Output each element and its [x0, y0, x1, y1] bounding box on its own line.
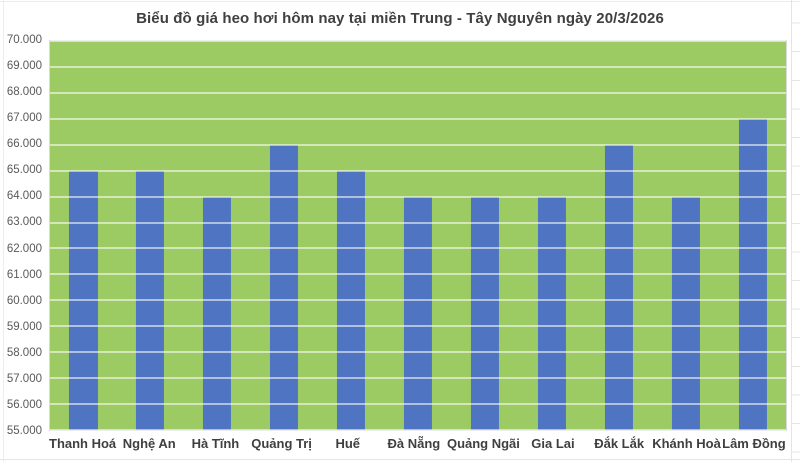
y-tick-label-66000: 66.000 — [6, 138, 42, 151]
bar-cell-6 — [451, 41, 518, 430]
x-label-6: Quảng Ngãi — [446, 436, 520, 451]
bar-cell-7 — [518, 41, 585, 430]
bar-cell-4 — [318, 41, 385, 430]
bar-7[interactable] — [537, 196, 566, 430]
x-label-9: Khánh Hoà — [652, 436, 721, 451]
x-label-10: Lâm Đồng — [722, 436, 786, 451]
y-tick-label-67000: 67.000 — [6, 112, 42, 125]
y-tick-label-55000: 55.000 — [6, 425, 42, 437]
x-label-1: Nghệ An — [122, 436, 176, 451]
bar-cell-9 — [652, 41, 719, 430]
bar-cell-1 — [117, 41, 184, 430]
bar-cell-10 — [719, 41, 786, 430]
y-axis: 70.000 69.000 68.000 67.000 66.000 65.000 64.0… — [0, 34, 44, 437]
y-tick-label-56000: 56.000 — [6, 398, 42, 411]
bar-10[interactable] — [738, 118, 767, 430]
y-tick-label-60000: 60.000 — [6, 294, 42, 307]
bars-layer — [50, 41, 786, 430]
bar-5[interactable] — [403, 196, 433, 430]
y-tick-label-65000: 65.000 — [6, 164, 42, 177]
y-tick-label-58000: 58.000 — [6, 346, 42, 359]
chart-title: Biểu đồ giá heo hơi hôm nay tại miền Tru… — [136, 10, 664, 27]
plot-area — [49, 40, 787, 431]
x-label-3: Quảng Trị — [251, 436, 312, 451]
y-tick-label-59000: 59.000 — [6, 320, 42, 333]
bar-4[interactable] — [337, 170, 366, 430]
x-label-0: Thanh Hoá — [49, 436, 117, 451]
y-tick-label-62000: 62.000 — [6, 242, 42, 255]
bar-cell-8 — [585, 41, 652, 430]
y-tick-label-68000: 68.000 — [6, 86, 42, 99]
bar-2[interactable] — [203, 196, 232, 430]
spreadsheet-grid-right-strip — [791, 0, 800, 462]
bar-6[interactable] — [470, 196, 499, 430]
bar-0[interactable] — [69, 170, 98, 430]
bar-cell-3 — [251, 41, 318, 430]
bar-1[interactable] — [136, 170, 165, 430]
x-label-4: Huế — [335, 436, 360, 451]
bar-9[interactable] — [671, 196, 700, 430]
y-tick-label-57000: 57.000 — [6, 372, 42, 385]
bar-3[interactable] — [270, 144, 299, 430]
x-axis: Thanh Hoá Nghệ An Hà Tĩnh Quảng Trị Huế Đà Nẵ… — [49, 436, 787, 456]
y-tick-label-70000: 70.000 — [6, 34, 42, 46]
spreadsheet-gridline-top — [0, 1, 800, 2]
bar-cell-2 — [184, 41, 251, 430]
spreadsheet-gridline-bottom — [0, 459, 800, 460]
y-tick-label-64000: 64.000 — [6, 190, 42, 203]
x-label-2: Hà Tĩnh — [191, 436, 240, 451]
bar-cell-0 — [50, 41, 117, 430]
y-tick-label-69000: 69.000 — [6, 60, 42, 73]
x-label-5: Đà Nẵng — [387, 436, 441, 451]
y-tick-label-63000: 63.000 — [6, 216, 42, 229]
spreadsheet-gridline-left — [3, 0, 4, 462]
bar-cell-5 — [385, 41, 452, 430]
bar-8[interactable] — [604, 144, 633, 430]
x-label-8: Đắk Lắk — [594, 436, 645, 451]
y-tick-label-61000: 61.000 — [6, 268, 42, 281]
x-label-7: Gia Lai — [531, 436, 575, 451]
